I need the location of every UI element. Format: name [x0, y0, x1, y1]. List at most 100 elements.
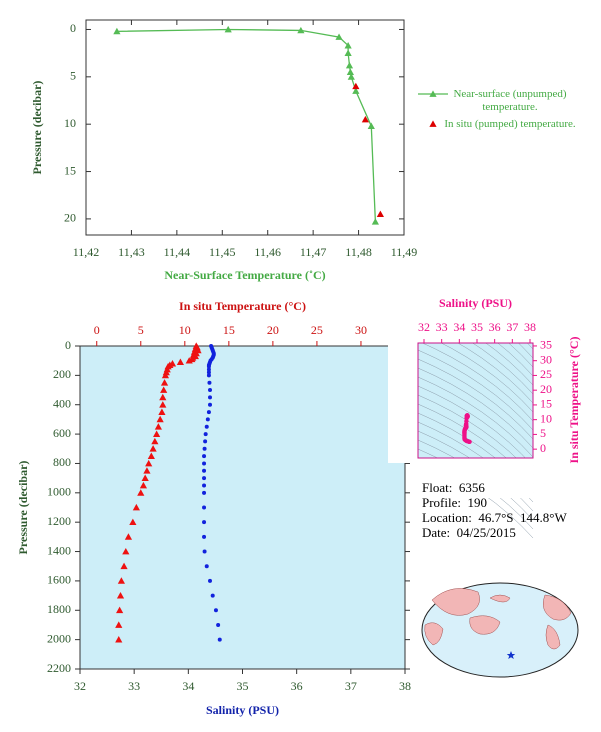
float-location	[506, 651, 516, 659]
data-point	[115, 636, 123, 643]
data-point	[202, 534, 207, 539]
plot-frame	[79, 345, 406, 670]
profile-info: Profile: 190	[422, 495, 487, 510]
y-axis-label: Pressure (decibar)	[30, 81, 44, 175]
x-tick-label: 33	[436, 320, 448, 334]
data-point	[139, 481, 148, 489]
data-point	[352, 82, 360, 90]
x-tick-label: 11,49	[391, 245, 418, 259]
y-tick-label: 0	[70, 21, 76, 35]
profile-info: Location: 46.7°S 144.8°W	[422, 510, 567, 525]
x-tick-label: 35	[237, 679, 249, 693]
data-point	[160, 379, 169, 386]
map-land	[545, 624, 561, 650]
data-point	[159, 401, 167, 408]
data-point	[115, 621, 123, 628]
y-tick-label: 35	[540, 338, 552, 352]
data-point	[161, 371, 170, 379]
data-point	[208, 395, 212, 400]
x-tick-label: 35	[471, 320, 483, 334]
density-contour	[417, 349, 534, 431]
data-point	[147, 452, 155, 459]
data-point	[344, 49, 352, 57]
data-point	[153, 430, 161, 437]
y-tick-label: 20	[540, 382, 552, 396]
y-tick-label: 2000	[47, 631, 71, 645]
data-point	[143, 467, 151, 474]
y-tick-label: 5	[70, 69, 76, 83]
map-land	[469, 615, 501, 635]
x-axis-label: Salinity (PSU)	[439, 296, 512, 310]
map-land	[489, 594, 511, 603]
data-point	[367, 122, 375, 129]
data-point	[202, 476, 207, 481]
x-tick-label: 11,47	[300, 245, 327, 259]
data-point	[124, 533, 133, 540]
y-tick-label: 400	[53, 396, 71, 410]
x-tick-label: 36	[489, 320, 501, 334]
mask	[418, 458, 533, 498]
x2-tick-label: 25	[311, 323, 323, 337]
data-point	[132, 503, 140, 511]
x-tick-label: 11,42	[73, 245, 100, 259]
y-tick-label: 1800	[47, 602, 71, 616]
data-point	[204, 564, 209, 569]
data-point	[346, 68, 354, 75]
x-tick-label: 32	[418, 320, 430, 334]
data-point	[203, 439, 208, 444]
data-point	[202, 468, 207, 473]
legend-marker	[429, 90, 437, 97]
y-tick-label: 800	[53, 455, 71, 469]
y-tick-label: 1200	[47, 514, 71, 528]
profile-info: Date: 04/25/2015	[422, 525, 516, 540]
x-tick-label: 34	[453, 320, 465, 334]
mask	[388, 263, 418, 463]
y-tick-label: 2200	[47, 661, 71, 675]
y-axis-label: In situ Temperature (°C)	[567, 337, 581, 464]
y-tick-label: 25	[540, 367, 552, 381]
data-point	[205, 417, 210, 422]
data-point	[345, 61, 354, 69]
y-tick-label: 1000	[47, 485, 71, 499]
data-point	[202, 461, 207, 466]
y-tick-label: 0	[65, 338, 71, 352]
data-point	[202, 549, 207, 554]
data-point	[129, 518, 137, 526]
x-axis-label: Salinity (PSU)	[206, 703, 279, 717]
data-point	[297, 26, 305, 34]
data-point	[141, 474, 149, 482]
data-point	[203, 432, 208, 437]
x-tick-label: 32	[74, 679, 86, 693]
x2-tick-label: 30	[355, 323, 367, 337]
data-point	[206, 364, 211, 369]
profile-info: Float: 6356	[422, 480, 485, 495]
x2-tick-label: 15	[223, 323, 235, 337]
data-point	[151, 437, 159, 445]
data-point	[361, 115, 369, 123]
density-contour	[417, 376, 534, 458]
density-contour	[417, 358, 534, 440]
map-land	[543, 594, 572, 621]
x-tick-label: 11,44	[164, 245, 191, 259]
data-point	[122, 547, 130, 555]
x2-tick-label: 5	[138, 323, 144, 337]
density-contour	[417, 385, 534, 467]
x-tick-label: 37	[345, 679, 357, 693]
map-land	[424, 622, 444, 646]
data-point	[206, 410, 211, 415]
x2-tick-label: 10	[179, 323, 191, 337]
data-point	[202, 505, 207, 510]
data-point	[208, 578, 212, 583]
x2-tick-label: 0	[94, 323, 100, 337]
data-point	[120, 562, 128, 570]
mask	[533, 263, 563, 463]
x2-axis-label: In situ Temperature (°C)	[179, 299, 306, 313]
y-tick-label: 200	[53, 367, 71, 381]
plot-background	[418, 343, 533, 458]
density-contour	[417, 340, 534, 422]
plot-frame	[85, 19, 405, 236]
data-point	[116, 606, 124, 614]
series-line	[116, 28, 377, 222]
y-tick-label: 10	[64, 116, 76, 130]
